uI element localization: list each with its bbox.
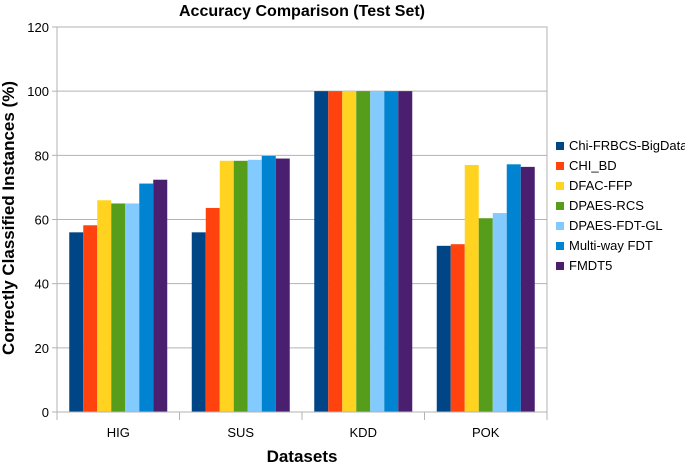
legend-swatch bbox=[556, 162, 564, 170]
bar bbox=[314, 91, 329, 413]
bar bbox=[219, 160, 234, 412]
x-tick-labels: HIG SUS KDD POK bbox=[107, 425, 500, 440]
y-tick-label: 120 bbox=[27, 20, 49, 35]
legend-swatch bbox=[556, 262, 564, 270]
y-tick-label: 80 bbox=[35, 148, 49, 163]
y-tick-label: 60 bbox=[35, 213, 49, 228]
legend-swatch bbox=[556, 182, 564, 190]
legend-swatch bbox=[556, 142, 564, 150]
legend-label: CHI_BD bbox=[569, 158, 617, 173]
bar bbox=[342, 91, 357, 413]
bar bbox=[506, 164, 521, 412]
bar bbox=[450, 244, 465, 412]
y-tick-label: 40 bbox=[35, 277, 49, 292]
bar bbox=[398, 91, 413, 413]
x-tick-label: SUS bbox=[227, 425, 254, 440]
bar bbox=[69, 232, 84, 412]
bar bbox=[464, 164, 479, 412]
legend-label: DPAES-RCS bbox=[569, 198, 644, 213]
bar bbox=[97, 200, 112, 412]
legend-swatch bbox=[556, 242, 564, 250]
x-tick-label: POK bbox=[472, 425, 500, 440]
y-tick-label: 0 bbox=[42, 405, 49, 420]
bar bbox=[83, 225, 98, 412]
bar bbox=[275, 158, 290, 412]
bar bbox=[205, 207, 220, 412]
y-tick-label: 100 bbox=[27, 84, 49, 99]
bar bbox=[139, 183, 154, 412]
bar bbox=[478, 218, 493, 412]
x-tick-label: HIG bbox=[107, 425, 130, 440]
legend-label: Multi-way FDT bbox=[569, 238, 653, 253]
legend-label: FMDT5 bbox=[569, 258, 612, 273]
y-tick-label: 20 bbox=[35, 341, 49, 356]
bar bbox=[492, 213, 507, 412]
bar bbox=[436, 245, 451, 412]
bars bbox=[69, 91, 535, 413]
chart-title: Accuracy Comparison (Test Set) bbox=[179, 3, 425, 20]
bar bbox=[356, 91, 371, 413]
x-tick-label: KDD bbox=[350, 425, 377, 440]
legend-label: DFAC-FFP bbox=[569, 178, 633, 193]
bar bbox=[125, 203, 140, 412]
legend-swatch bbox=[556, 222, 564, 230]
bar bbox=[370, 91, 385, 413]
legend-label: DPAES-FDT-GL bbox=[569, 218, 663, 233]
x-axis-label: Datasets bbox=[267, 447, 338, 466]
bar bbox=[233, 160, 248, 412]
bar bbox=[520, 166, 535, 412]
bar bbox=[191, 232, 206, 412]
bar bbox=[261, 155, 276, 412]
legend-swatch bbox=[556, 202, 564, 210]
axes bbox=[56, 26, 548, 420]
bar bbox=[328, 91, 343, 413]
legend: Chi-FRBCS-BigData CHI_BD DFAC-FFP DPAES-RCS… bbox=[556, 138, 685, 273]
y-axis-label: Correctly Classified Instances (%) bbox=[0, 81, 18, 355]
legend-label: Chi-FRBCS-BigData bbox=[569, 138, 685, 153]
bar bbox=[153, 179, 168, 412]
bar bbox=[384, 91, 399, 413]
bar bbox=[111, 203, 126, 412]
bar bbox=[247, 159, 262, 412]
y-tick-labels: 0 20 40 60 80 100 120 bbox=[27, 20, 49, 420]
